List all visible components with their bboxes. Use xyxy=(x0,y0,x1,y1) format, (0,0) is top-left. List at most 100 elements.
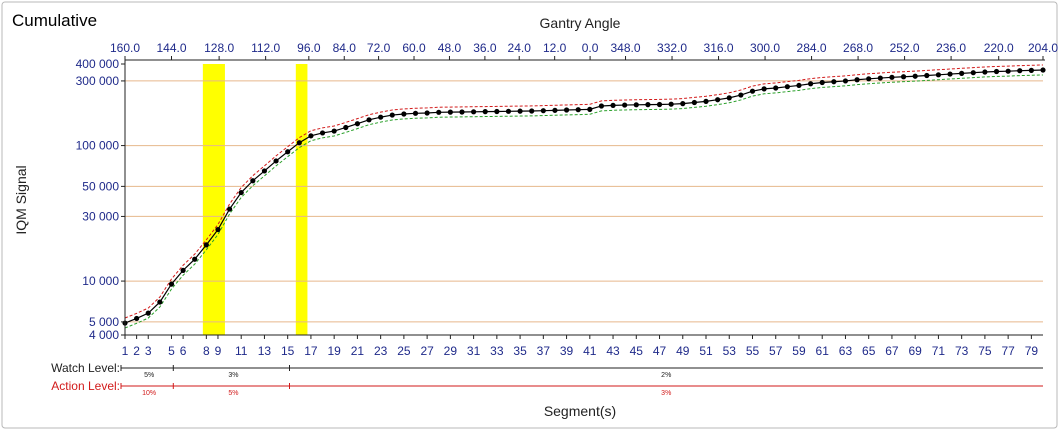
data-point xyxy=(866,76,872,82)
data-point xyxy=(540,108,546,114)
data-point xyxy=(331,128,337,134)
data-point xyxy=(378,114,384,120)
data-point xyxy=(982,69,988,75)
data-point xyxy=(494,108,500,115)
x-tick-label: 19 xyxy=(327,344,341,358)
data-point xyxy=(1028,67,1034,73)
x-tick-label: 17 xyxy=(304,344,318,358)
top-tick-label: 36.0 xyxy=(473,41,497,55)
action-level-value: 10% xyxy=(142,390,156,397)
x-tick-label: 2 xyxy=(133,344,140,358)
data-point xyxy=(366,117,372,123)
y-tick-label: 400 000 xyxy=(76,57,120,71)
x-tick-label: 21 xyxy=(351,344,365,358)
data-point xyxy=(715,97,721,103)
data-point xyxy=(691,99,697,106)
data-point xyxy=(157,299,163,305)
data-point xyxy=(645,102,651,108)
x-tick-label: 63 xyxy=(839,344,853,358)
data-point xyxy=(226,206,233,212)
data-point xyxy=(598,103,605,109)
data-point xyxy=(959,70,965,76)
y-tick-label: 100 000 xyxy=(76,139,120,153)
top-tick-label: 48.0 xyxy=(438,41,462,55)
x-tick-label: 41 xyxy=(583,344,597,358)
data-point xyxy=(796,82,802,89)
x-tick-label: 11 xyxy=(235,344,248,358)
data-point xyxy=(935,72,942,78)
data-point xyxy=(854,77,860,83)
top-tick-label: 60.0 xyxy=(402,41,426,55)
x-tick-label: 73 xyxy=(955,344,969,358)
top-tick-label: 284.0 xyxy=(797,41,827,55)
data-point xyxy=(471,109,477,115)
data-point xyxy=(505,108,512,114)
x-tick-label: 45 xyxy=(630,344,644,358)
data-point xyxy=(180,267,186,273)
y-tick-label: 10 000 xyxy=(82,274,119,288)
top-tick-label: 220.0 xyxy=(984,41,1014,55)
action-level-label: Action Level: xyxy=(51,379,120,393)
y-tick-label: 5 000 xyxy=(89,315,119,329)
data-point xyxy=(680,101,686,107)
data-point xyxy=(192,256,198,262)
top-tick-label: 236.0 xyxy=(936,41,966,55)
x-tick-label: 35 xyxy=(513,344,527,358)
x-tick-label: 65 xyxy=(862,344,876,358)
watch-level-label: Watch Level: xyxy=(51,361,120,375)
data-point xyxy=(622,102,628,108)
top-tick-label: 268.0 xyxy=(843,41,873,55)
x-tick-label: 47 xyxy=(653,344,667,358)
top-tick-label: 96.0 xyxy=(297,41,321,55)
data-point xyxy=(261,168,268,174)
lower-tolerance-line xyxy=(124,74,1044,329)
y-axis-title: IQM Signal xyxy=(13,165,29,234)
highlight-band-2 xyxy=(295,64,308,335)
data-point xyxy=(482,109,488,115)
data-point xyxy=(529,108,535,114)
data-point xyxy=(819,79,825,86)
highlight-band-1 xyxy=(202,64,225,335)
top-tick-label: 84.0 xyxy=(333,41,357,55)
data-point xyxy=(900,74,907,80)
chart-title: Cumulative xyxy=(12,11,97,30)
data-point xyxy=(761,86,767,92)
data-point xyxy=(726,95,732,101)
top-axis-title: Gantry Angle xyxy=(540,15,621,31)
data-point xyxy=(552,107,558,113)
x-tick-label: 8 xyxy=(203,344,210,358)
data-point xyxy=(656,101,663,108)
data-point xyxy=(749,88,756,94)
top-tick-label: 160.0 xyxy=(110,41,140,55)
x-tick-label: 55 xyxy=(746,344,760,358)
data-point xyxy=(424,110,430,116)
bottom-axis-title: Segment(s) xyxy=(544,403,616,419)
x-tick-label: 69 xyxy=(908,344,922,358)
top-tick-label: 316.0 xyxy=(704,41,734,55)
data-point xyxy=(1040,67,1046,73)
data-point xyxy=(668,101,674,107)
data-point xyxy=(633,102,639,108)
top-tick-label: 112.0 xyxy=(251,41,280,55)
data-point xyxy=(947,71,953,77)
top-tick-label: 332.0 xyxy=(657,41,687,55)
data-point xyxy=(168,281,175,287)
watch-level-value: 5% xyxy=(144,372,154,379)
watch-level-value: 2% xyxy=(661,372,671,379)
data-point xyxy=(354,121,361,127)
data-point xyxy=(319,130,326,136)
data-point xyxy=(610,102,616,108)
x-tick-label: 67 xyxy=(885,344,899,358)
data-point xyxy=(285,149,291,155)
data-point xyxy=(703,98,709,104)
data-point xyxy=(215,226,221,233)
data-point xyxy=(924,72,930,79)
data-point xyxy=(517,108,523,114)
data-point xyxy=(773,85,779,91)
top-tick-label: 128.0 xyxy=(204,41,234,55)
top-tick-label: 0.0 xyxy=(582,41,599,55)
y-tick-label: 300 000 xyxy=(76,74,120,88)
data-point xyxy=(308,133,314,139)
